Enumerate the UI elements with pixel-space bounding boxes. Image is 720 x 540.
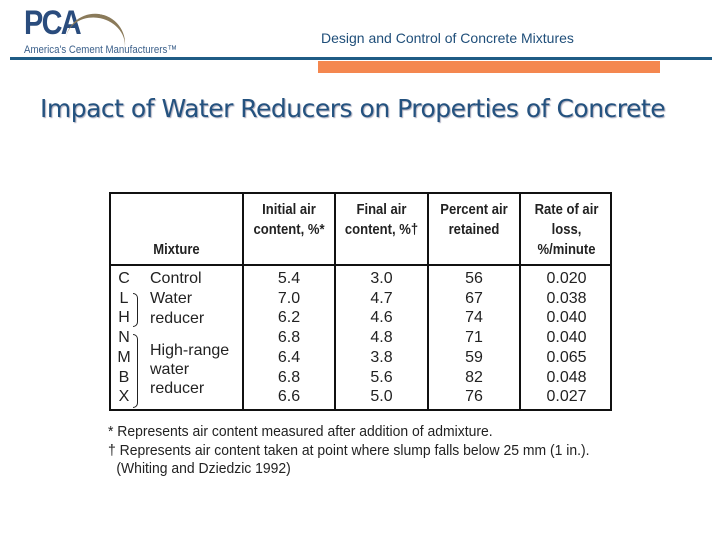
header-divider-line bbox=[111, 264, 610, 266]
cell: 0.038 bbox=[546, 289, 587, 307]
cell: 6.8 bbox=[277, 368, 301, 386]
code: N bbox=[118, 329, 130, 347]
accent-bar bbox=[318, 61, 660, 73]
header-percent-retained: Percent air retained bbox=[440, 202, 508, 238]
code: B bbox=[118, 368, 130, 386]
percent-retained-column: 56 67 74 71 59 82 76 bbox=[429, 269, 519, 407]
cell: 74 bbox=[465, 309, 483, 327]
footnote-asterisk: * Represents air content measured after … bbox=[108, 423, 493, 440]
header-final-air: Final air content, %† bbox=[344, 202, 419, 238]
group-hrwr: High-range water reducer bbox=[150, 342, 230, 397]
initial-air-column: 5.4 7.0 6.2 6.8 6.4 6.8 6.6 bbox=[244, 269, 334, 407]
source-citation: (Whiting and Dziedzic 1992) bbox=[116, 460, 291, 477]
rate-loss-column: 0.020 0.038 0.040 0.040 0.065 0.048 0.027 bbox=[521, 269, 612, 407]
cell: 59 bbox=[465, 348, 483, 366]
header-initial-air: Initial air content, %* bbox=[253, 202, 325, 238]
cell: 5.0 bbox=[370, 388, 393, 406]
cell: 7.0 bbox=[277, 289, 301, 307]
cell: 0.027 bbox=[546, 388, 587, 406]
header-divider bbox=[10, 57, 712, 60]
cell: 5.4 bbox=[277, 270, 301, 287]
cell: 56 bbox=[465, 270, 483, 287]
cell: 0.040 bbox=[546, 309, 587, 327]
code: L bbox=[119, 289, 129, 307]
cell: 6.2 bbox=[277, 309, 301, 327]
cell: 76 bbox=[465, 388, 483, 406]
cell: 0.048 bbox=[546, 368, 587, 386]
cell: 5.6 bbox=[370, 368, 393, 386]
code: H bbox=[118, 309, 130, 327]
slide-title: Impact of Water Reducers on Properties o… bbox=[40, 94, 666, 123]
cell: 0.040 bbox=[546, 329, 587, 347]
pca-logo: PCA America's Cement Manufacturers™ bbox=[24, 4, 194, 56]
cell: 6.6 bbox=[277, 388, 301, 406]
air-content-table: Mixture Initial air content, %* Final ai… bbox=[109, 192, 612, 411]
cell: 6.4 bbox=[277, 348, 301, 366]
final-air-column: 3.0 4.7 4.6 4.8 3.8 5.6 5.0 bbox=[336, 269, 427, 407]
group-control: Control bbox=[150, 270, 202, 287]
table-footnotes: * Represents air content measured after … bbox=[108, 423, 590, 479]
cell: 4.7 bbox=[370, 289, 393, 307]
logo-tagline: America's Cement Manufacturers™ bbox=[24, 44, 178, 56]
header-rate-loss: Rate of air loss, %/minute bbox=[534, 202, 599, 258]
mixture-codes: C L H N M B X bbox=[117, 269, 131, 407]
cell: 82 bbox=[465, 368, 483, 386]
cell: 4.6 bbox=[370, 309, 393, 327]
brace-icon bbox=[133, 334, 138, 408]
cell: 3.0 bbox=[370, 270, 393, 287]
cell: 3.8 bbox=[370, 348, 393, 366]
cell: 4.8 bbox=[370, 329, 393, 347]
code: M bbox=[117, 348, 131, 366]
cell: 0.020 bbox=[546, 270, 587, 287]
cell: 6.8 bbox=[277, 329, 301, 347]
cell: 0.065 bbox=[546, 348, 587, 366]
cell: 71 bbox=[465, 329, 483, 347]
code: X bbox=[118, 388, 130, 406]
cell: 67 bbox=[465, 289, 483, 307]
logo-text: PCA bbox=[24, 4, 82, 42]
group-water-reducer: Water reducer bbox=[150, 290, 205, 327]
code: C bbox=[118, 270, 130, 287]
brace-icon bbox=[133, 293, 138, 327]
header-title: Design and Control of Concrete Mixtures bbox=[321, 30, 574, 46]
footnote-dagger: † Represents air content taken at point … bbox=[108, 441, 590, 459]
header-mixture: Mixture bbox=[153, 242, 200, 258]
